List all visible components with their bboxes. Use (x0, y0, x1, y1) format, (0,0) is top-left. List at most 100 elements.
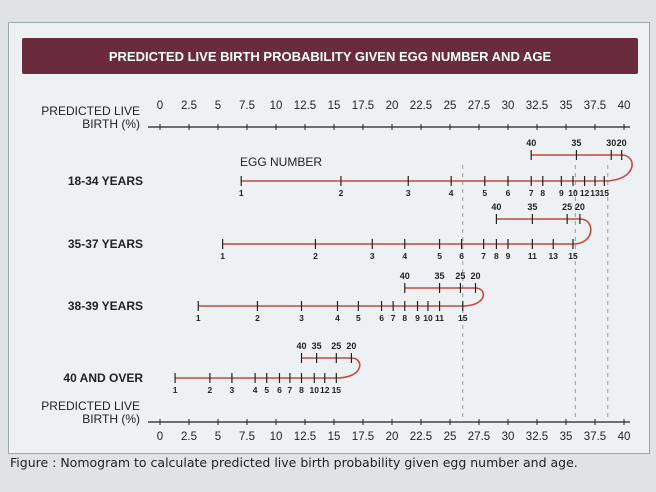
egg-tick-label: 7 (288, 385, 293, 395)
axis-tick-label: 22.5 (410, 100, 432, 112)
age-tick-label: 25 (455, 271, 465, 281)
egg-tick-label: 12 (580, 188, 590, 198)
egg-tick-label: 8 (540, 188, 545, 198)
axis-tick-label: 40 (618, 431, 631, 443)
egg-tick-label: 15 (458, 313, 468, 323)
axis-tick-label: 27.5 (468, 431, 490, 443)
egg-tick-label: 5 (356, 313, 361, 323)
egg-tick-label: 6 (506, 188, 511, 198)
figure-frame (8, 22, 650, 454)
age-tick-label: 35 (312, 341, 322, 351)
axis-title: BIRTH (%) (82, 412, 140, 426)
egg-tick-label: 3 (230, 385, 235, 395)
egg-tick-label: 6 (459, 251, 464, 261)
axis-tick-label: 30 (502, 100, 515, 112)
egg-tick-label: 11 (528, 251, 537, 261)
egg-tick-label: 1 (239, 188, 244, 198)
axis-tick-label: 5 (215, 100, 221, 112)
egg-tick-label: 13 (549, 251, 559, 261)
age-tick-label: 40 (526, 138, 536, 148)
age-tick-label: 30 (606, 138, 616, 148)
egg-tick-label: 9 (559, 188, 564, 198)
row-label: 38-39 YEARS (68, 299, 143, 313)
axis-tick-label: 35 (560, 431, 573, 443)
egg-tick-label: 15 (600, 188, 610, 198)
axis-tick-label: 2.5 (181, 100, 197, 112)
egg-tick-label: 7 (391, 313, 396, 323)
age-tick-label: 25 (562, 202, 572, 212)
age-tick-label: 20 (346, 341, 356, 351)
axis-tick-label: 12.5 (294, 100, 316, 112)
egg-tick-label: 5 (482, 188, 487, 198)
egg-tick-label: 8 (494, 251, 499, 261)
egg-tick-label: 10 (568, 188, 578, 198)
chart-title: PREDICTED LIVE BIRTH PROBABILITY GIVEN E… (22, 38, 638, 74)
axis-tick-label: 27.5 (468, 100, 490, 112)
axis-tick-label: 5 (215, 431, 221, 443)
axis-title: BIRTH (%) (82, 117, 140, 131)
axis-tick-label: 37.5 (584, 100, 606, 112)
axis-tick-label: 37.5 (584, 431, 606, 443)
axis-tick-label: 0 (157, 100, 163, 112)
egg-tick-label: 9 (415, 313, 420, 323)
egg-number-label: EGG NUMBER (240, 155, 322, 169)
egg-tick-label: 3 (406, 188, 411, 198)
egg-tick-label: 15 (332, 385, 342, 395)
age-tick-label: 20 (471, 271, 481, 281)
age-tick-label: 25 (331, 341, 341, 351)
axis-tick-label: 20 (386, 100, 399, 112)
axis-tick-label: 30 (502, 431, 515, 443)
axis-title: PREDICTED LIVE (41, 104, 140, 118)
scale-connector (336, 357, 361, 379)
egg-tick-label: 2 (313, 251, 318, 261)
row-label: 18-34 YEARS (68, 174, 143, 188)
axis-tick-label: 40 (618, 100, 631, 112)
egg-tick-label: 11 (435, 313, 444, 323)
axis-tick-label: 15 (328, 100, 341, 112)
age-tick-label: 20 (617, 138, 627, 148)
egg-tick-label: 2 (339, 188, 344, 198)
age-tick-label: 40 (297, 341, 307, 351)
age-tick-label: 20 (575, 202, 585, 212)
egg-tick-label: 8 (402, 313, 407, 323)
axis-tick-label: 0 (157, 431, 163, 443)
egg-tick-label: 4 (449, 188, 454, 198)
egg-tick-label: 1 (220, 251, 225, 261)
scale-connector (462, 287, 485, 307)
axis-tick-label: 25 (444, 100, 457, 112)
age-tick-label: 35 (571, 138, 581, 148)
row-label: 35-37 YEARS (68, 237, 143, 251)
axis-tick-label: 17.5 (352, 431, 374, 443)
axis-tick-label: 32.5 (526, 431, 548, 443)
egg-tick-label: 2 (208, 385, 213, 395)
egg-tick-label: 2 (255, 313, 260, 323)
egg-tick-label: 5 (264, 385, 269, 395)
egg-tick-label: 8 (299, 385, 304, 395)
age-tick-label: 35 (527, 202, 537, 212)
axis-tick-label: 25 (444, 431, 457, 443)
egg-tick-label: 5 (437, 251, 442, 261)
axis-tick-label: 2.5 (181, 431, 197, 443)
egg-tick-label: 1 (173, 385, 178, 395)
egg-tick-label: 3 (370, 251, 375, 261)
axis-tick-label: 15 (328, 431, 341, 443)
egg-tick-label: 7 (481, 251, 486, 261)
axis-tick-label: 7.5 (239, 100, 255, 112)
egg-tick-label: 4 (253, 385, 258, 395)
age-tick-label: 40 (400, 271, 410, 281)
axis-title: PREDICTED LIVE (41, 399, 140, 413)
egg-tick-label: 9 (506, 251, 511, 261)
egg-tick-label: 10 (423, 313, 433, 323)
age-tick-label: 35 (435, 271, 445, 281)
axis-tick-label: 12.5 (294, 431, 316, 443)
egg-tick-label: 15 (568, 251, 578, 261)
row-label: 40 AND OVER (63, 371, 143, 385)
age-tick-label: 40 (491, 202, 501, 212)
scale-connector (604, 154, 633, 182)
axis-tick-label: 20 (386, 431, 399, 443)
egg-tick-label: 6 (277, 385, 282, 395)
figure-caption: Figure : Nomogram to calculate predicted… (10, 455, 578, 470)
axis-tick-label: 35 (560, 100, 573, 112)
egg-tick-label: 10 (310, 385, 320, 395)
